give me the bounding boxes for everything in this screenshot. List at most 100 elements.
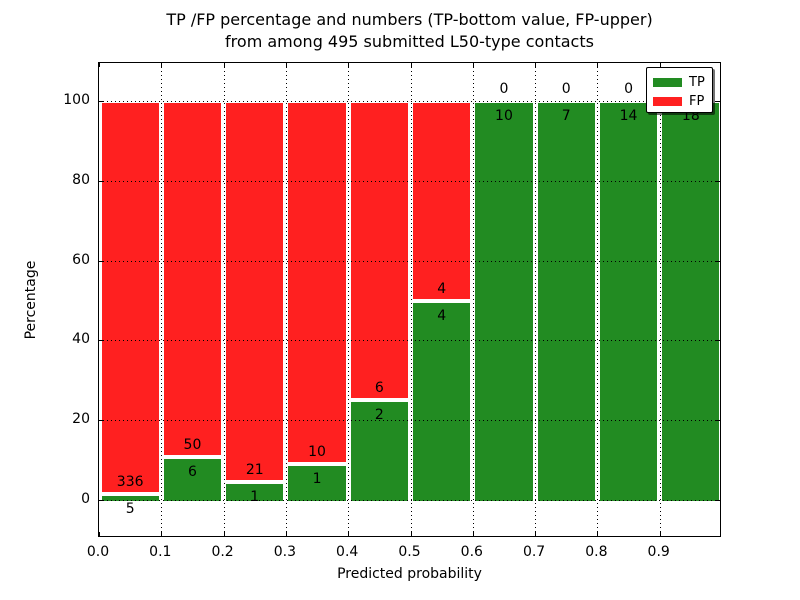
x-tick-label-0.6: 0.6 <box>460 544 483 560</box>
bar-5-fp-count-label: 4 <box>437 280 447 297</box>
tick-x-top-0.6 <box>472 63 474 67</box>
gridline-v-0.3 <box>285 63 287 536</box>
bar-5-fp-segment <box>413 101 471 301</box>
gridline-h-20 <box>99 420 720 422</box>
tick-y-right-0 <box>716 500 720 501</box>
bar-8-tp-segment <box>599 101 658 501</box>
chart-title-line2: from among 495 submitted L50-type contac… <box>225 32 594 51</box>
tick-y-right-100 <box>716 101 720 102</box>
bar-1-tp-segment <box>163 457 222 501</box>
bar-3-tp-count-label: 1 <box>312 470 322 487</box>
tick-x-top-0.5 <box>410 63 412 67</box>
bar-4-tp-segment <box>350 400 408 501</box>
bar-2-fp-count-label: 21 <box>245 461 264 478</box>
tick-x-top-0.1 <box>161 63 163 67</box>
tick-y-left-60 <box>99 260 103 262</box>
tick-x-bottom-0.2 <box>223 532 225 536</box>
legend-swatch-tp-icon <box>653 78 682 87</box>
gridline-h-80 <box>99 180 720 182</box>
y-axis-label: Percentage <box>23 260 39 340</box>
y-tick-label-60: 60 <box>72 251 90 268</box>
tick-x-bottom-0.4 <box>348 532 350 536</box>
y-tick-label-20: 20 <box>72 411 90 428</box>
bar-1-fp-count-label: 50 <box>183 437 202 454</box>
x-tick-label-0.9: 0.9 <box>647 544 670 560</box>
x-tick-label-0.5: 0.5 <box>398 544 421 560</box>
x-tick-label-0.3: 0.3 <box>273 544 297 560</box>
bar-2-fp-segment <box>226 101 284 482</box>
gridline-v-0.4 <box>348 63 350 536</box>
bar-8-tp-count-label: 14 <box>619 108 638 124</box>
bar-2-tp-segment <box>226 481 284 501</box>
bar-3-tp-segment <box>288 463 346 501</box>
tick-x-top-0.9 <box>659 63 661 67</box>
tick-y-left-80 <box>99 180 103 182</box>
bar-5-tp-count-label: 4 <box>437 307 447 324</box>
bar-6-tp-segment <box>475 101 533 501</box>
bar-8-fp-count-label: 0 <box>624 81 633 97</box>
tick-y-left-40 <box>99 340 103 342</box>
tick-x-top-0.2 <box>223 63 225 67</box>
chart-title-line1: TP /FP percentage and numbers (TP-bottom… <box>166 10 653 29</box>
gridline-v-0.5 <box>410 63 412 536</box>
tick-y-right-40 <box>716 340 720 342</box>
bar-0-tp-segment <box>101 494 159 501</box>
x-tick-label-0.8: 0.8 <box>585 544 608 560</box>
bar-4-fp-count-label: 6 <box>374 380 384 397</box>
legend: TP FP <box>646 67 713 113</box>
y-tick-label-40: 40 <box>72 331 90 348</box>
y-tick-label-80: 80 <box>72 171 90 188</box>
gridline-v-0.8 <box>597 63 599 536</box>
legend-swatch-fp-icon <box>653 97 682 106</box>
tick-y-right-80 <box>716 180 720 182</box>
tick-x-top-0.4 <box>348 63 350 67</box>
tick-x-bottom-0.7 <box>535 532 537 536</box>
chart-title: TP /FP percentage and numbers (TP-bottom… <box>98 9 721 53</box>
bar-4-tp-count-label: 2 <box>374 407 384 424</box>
tick-y-right-20 <box>716 420 720 422</box>
gridline-h-100 <box>99 101 720 102</box>
gridline-v-0.2 <box>223 63 225 536</box>
x-tick-label-0.2: 0.2 <box>211 544 234 560</box>
bar-0-fp-segment <box>101 101 159 495</box>
x-tick-label-0.7: 0.7 <box>522 544 546 560</box>
tick-x-bottom-0.9 <box>659 532 661 536</box>
legend-row-tp: TP <box>653 74 712 91</box>
bar-3-fp-segment <box>288 101 346 464</box>
x-tick-label-0.0: 0.0 <box>86 544 110 560</box>
bar-9-tp-segment <box>662 101 720 501</box>
bar-0-fp-count-label: 336 <box>116 474 144 491</box>
tick-x-bottom-0.3 <box>285 532 287 536</box>
tick-y-left-100 <box>99 101 103 102</box>
bar-2-tp-count-label: 1 <box>250 488 260 505</box>
bar-7-fp-count-label: 0 <box>561 81 571 97</box>
legend-label-tp: TP <box>689 75 705 90</box>
bar-6-fp-count-label: 0 <box>499 81 509 97</box>
gridline-v-0.7 <box>535 63 537 536</box>
legend-row-fp: FP <box>653 93 712 110</box>
x-tick-label-0.4: 0.4 <box>336 544 359 560</box>
tick-x-bottom-0 <box>99 532 100 536</box>
legend-label-fp: FP <box>689 94 705 109</box>
bar-7-tp-segment <box>537 101 595 501</box>
x-axis-label: Predicted probability <box>337 566 482 582</box>
gridline-v-0.1 <box>161 63 163 536</box>
y-tick-label-100: 100 <box>63 92 90 108</box>
tick-x-bottom-0.1 <box>161 532 163 536</box>
bar-6-tp-count-label: 10 <box>495 108 513 124</box>
tick-x-top-0.7 <box>535 63 537 67</box>
tick-x-top-0.8 <box>597 63 599 67</box>
bar-1-tp-count-label: 6 <box>187 464 197 481</box>
bar-7-tp-count-label: 7 <box>561 108 571 124</box>
tick-x-bottom-0.5 <box>410 532 412 536</box>
tick-x-bottom-0.6 <box>472 532 474 536</box>
bar-5-tp-segment <box>413 300 471 501</box>
tick-y-right-60 <box>716 260 720 262</box>
tick-x-top-0.3 <box>285 63 287 67</box>
gridline-v-0.6 <box>472 63 474 536</box>
y-tick-label-0: 0 <box>81 491 90 507</box>
bar-0-tp-count-label: 5 <box>125 501 135 518</box>
bar-3-fp-count-label: 10 <box>308 443 326 460</box>
tick-x-top-0 <box>99 63 100 67</box>
bar-4-fp-segment <box>350 101 408 401</box>
